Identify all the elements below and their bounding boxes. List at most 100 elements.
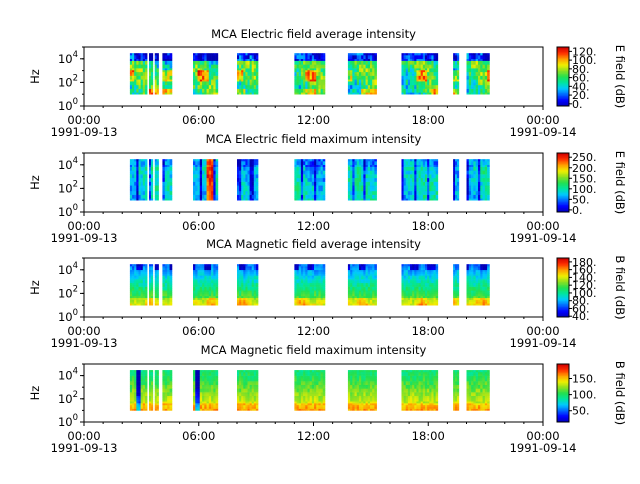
spectrogram-cell bbox=[434, 170, 436, 172]
spectrogram-cell bbox=[372, 66, 375, 68]
spectrogram-cell bbox=[363, 161, 366, 163]
spectrogram-cell bbox=[297, 81, 299, 83]
spectrogram-cell bbox=[310, 76, 312, 78]
spectrogram-cell bbox=[139, 161, 141, 163]
spectrogram-cell bbox=[202, 70, 205, 72]
spectrogram-cell bbox=[467, 196, 470, 198]
spectrogram-cell bbox=[431, 79, 433, 81]
spectrogram-cell bbox=[202, 83, 205, 85]
spectrogram-cell bbox=[350, 170, 353, 172]
spectrogram-cell bbox=[130, 273, 132, 275]
spectrogram-cell bbox=[162, 195, 165, 197]
spectrogram-cell bbox=[453, 68, 455, 70]
spectrogram-cell bbox=[483, 72, 486, 74]
spectrogram-cell bbox=[427, 55, 429, 57]
spectrogram-cell bbox=[254, 161, 256, 163]
spectrogram-cell bbox=[195, 90, 198, 92]
spectrogram-cell bbox=[204, 292, 207, 294]
spectrogram-cell bbox=[136, 55, 138, 57]
spectrogram-cell bbox=[162, 55, 165, 57]
spectrogram-cell bbox=[485, 79, 488, 81]
spectrogram-cell bbox=[455, 92, 457, 94]
spectrogram-cell bbox=[480, 53, 483, 55]
spectrogram-cell bbox=[202, 191, 205, 193]
spectrogram-cell bbox=[193, 303, 196, 305]
spectrogram-cell bbox=[404, 72, 406, 74]
spectrogram-cell bbox=[368, 182, 371, 184]
spectrogram-cell bbox=[143, 285, 145, 287]
spectrogram-cell bbox=[149, 66, 151, 68]
spectrogram-cell bbox=[134, 292, 136, 294]
spectrogram-cell bbox=[243, 85, 245, 87]
spectrogram-cell bbox=[145, 182, 147, 184]
spectrogram-cell bbox=[410, 85, 412, 87]
spectrogram-cell bbox=[355, 176, 358, 178]
spectrogram-cell bbox=[193, 174, 196, 176]
spectrogram-cell bbox=[416, 90, 418, 92]
spectrogram-cell bbox=[139, 89, 141, 91]
spectrogram-cell bbox=[170, 64, 173, 66]
spectrogram-cell bbox=[294, 176, 296, 178]
spectrogram-cell bbox=[207, 170, 210, 172]
spectrogram-cell bbox=[431, 195, 433, 197]
spectrogram-cell bbox=[254, 74, 256, 76]
spectrogram-cell bbox=[200, 285, 203, 287]
spectrogram-cell bbox=[357, 90, 360, 92]
spectrogram-cell bbox=[487, 83, 490, 85]
spectrogram-cell bbox=[193, 81, 196, 83]
spectrogram-cell bbox=[248, 189, 250, 191]
spectrogram-cell bbox=[193, 83, 196, 85]
spectrogram-cell bbox=[155, 281, 157, 283]
spectrogram-cell bbox=[303, 182, 305, 184]
spectrogram-cell bbox=[256, 191, 258, 193]
spectrogram-cell bbox=[213, 57, 216, 59]
colorbar-label: E field (dB) bbox=[613, 151, 627, 215]
spectrogram-cell bbox=[473, 195, 476, 197]
spectrogram-cell bbox=[453, 195, 455, 197]
spectrogram-cell bbox=[143, 53, 145, 55]
y-axis-label: Hz bbox=[28, 69, 42, 84]
spectrogram-cell bbox=[200, 301, 203, 303]
spectrogram-cell bbox=[165, 198, 168, 200]
spectrogram-cell bbox=[213, 76, 216, 78]
spectrogram-cell bbox=[318, 180, 320, 182]
spectrogram-cell bbox=[198, 187, 201, 189]
spectrogram-cell bbox=[130, 53, 132, 55]
spectrogram-cell bbox=[213, 174, 216, 176]
spectrogram-cell bbox=[301, 189, 303, 191]
spectrogram-cell bbox=[473, 53, 476, 55]
spectrogram-cell bbox=[141, 89, 143, 91]
spectrogram-cell bbox=[241, 76, 243, 78]
spectrogram-cell bbox=[410, 92, 412, 94]
spectrogram-cell bbox=[467, 61, 470, 63]
spectrogram-cell bbox=[431, 77, 433, 79]
spectrogram-cell bbox=[401, 62, 403, 64]
spectrogram-cell bbox=[359, 195, 362, 197]
spectrogram-cell bbox=[248, 178, 250, 180]
spectrogram-cell bbox=[410, 198, 412, 200]
spectrogram-cell bbox=[357, 172, 360, 174]
spectrogram-cell bbox=[421, 61, 423, 63]
spectrogram-cell bbox=[167, 76, 170, 78]
spectrogram-cell bbox=[165, 187, 168, 189]
spectrogram-cell bbox=[204, 300, 207, 302]
spectrogram-cell bbox=[370, 83, 373, 85]
spectrogram-cell bbox=[316, 85, 318, 87]
spectrogram-cell bbox=[416, 182, 418, 184]
spectrogram-cell bbox=[132, 66, 134, 68]
spectrogram-cell bbox=[350, 68, 353, 70]
spectrogram-cell bbox=[151, 55, 153, 57]
spectrogram-cell bbox=[245, 85, 247, 87]
spectrogram-cell bbox=[363, 83, 366, 85]
spectrogram-cell bbox=[252, 195, 254, 197]
spectrogram-cell bbox=[363, 57, 366, 59]
spectrogram-cell bbox=[318, 61, 320, 63]
spectrogram-cell bbox=[132, 87, 134, 89]
spectrogram-cell bbox=[312, 159, 314, 161]
spectrogram-cell bbox=[423, 61, 425, 63]
spectrogram-cell bbox=[431, 59, 433, 61]
spectrogram-cell bbox=[167, 85, 170, 87]
spectrogram-cell bbox=[368, 170, 371, 172]
spectrogram-cell bbox=[307, 163, 309, 165]
spectrogram-cell bbox=[307, 59, 309, 61]
